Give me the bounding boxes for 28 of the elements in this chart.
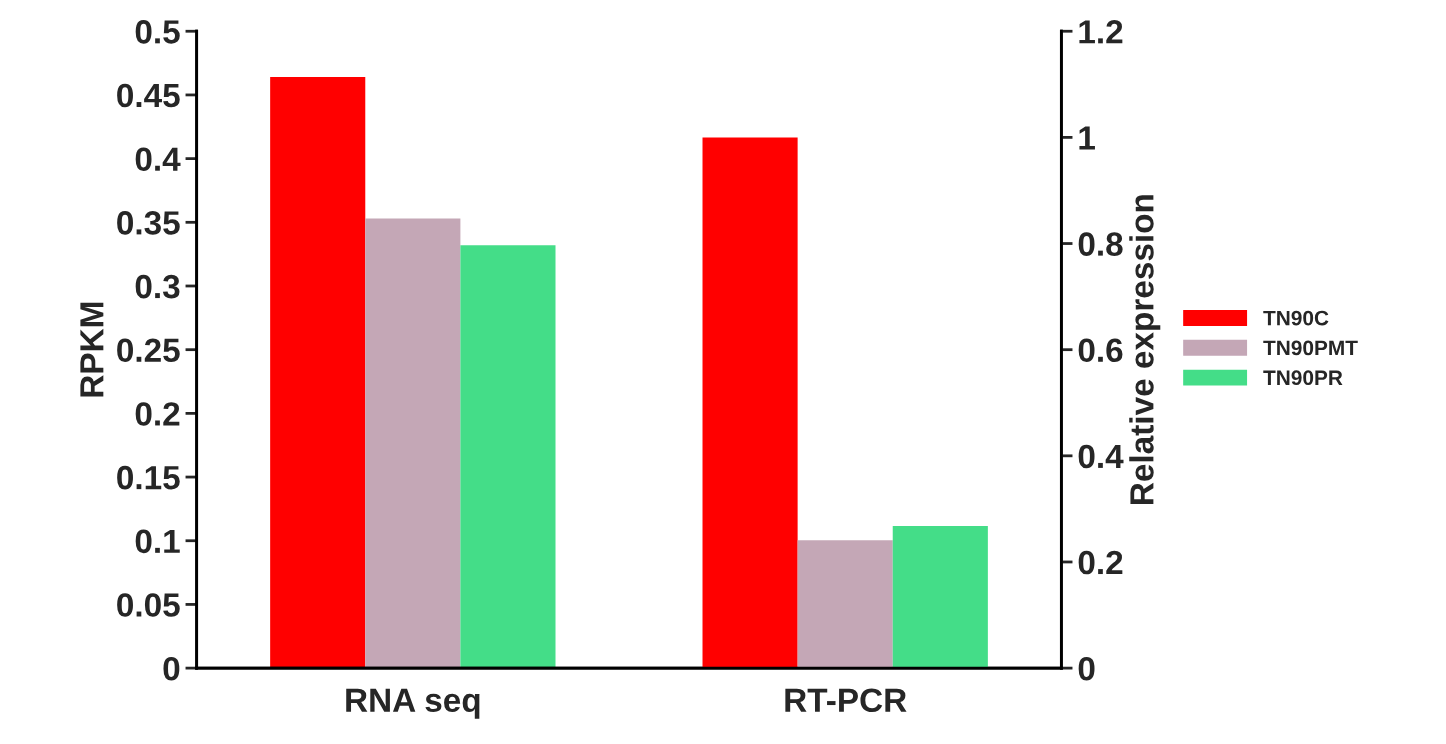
x-tick-label: RT-PCR (785, 688, 907, 713)
y2-tick-label: 0 (1078, 656, 1095, 681)
y-tick-label: 0.25 (117, 338, 180, 363)
y-tick-label: 0.1 (135, 529, 180, 554)
y-axis-title: RPKM (80, 302, 104, 397)
y2-tick-label: 0.4 (1078, 444, 1124, 469)
y2-axis-title: Relative expression (1129, 195, 1161, 504)
legend-label: TN90PR (1263, 370, 1343, 386)
y-tick-label: 0.5 (135, 20, 180, 44)
y-tick-label: 0 (163, 656, 180, 681)
y-tick-label: 0.3 (135, 274, 180, 299)
y-tick-label: 0.15 (117, 465, 180, 490)
y-tick-label: 0.05 (117, 593, 180, 617)
legend-label: TN90PMT (1263, 340, 1358, 356)
y2-tick-label: 0.6 (1078, 338, 1123, 363)
y-tick-label: 0.35 (117, 211, 180, 235)
y-tick-label: 0.45 (117, 83, 180, 108)
bar (365, 218, 461, 669)
y2-tick-label: 1 (1079, 126, 1095, 150)
legend-label: TN90C (1263, 310, 1329, 326)
y2-tick-label: 1.2 (1079, 20, 1123, 44)
y-tick-label: 0.4 (135, 147, 181, 172)
y2-tick-label: 0.2 (1078, 550, 1123, 575)
y-tick-label: 0.2 (135, 402, 180, 426)
bar (270, 77, 366, 669)
y2-tick-label: 0.8 (1078, 232, 1123, 256)
x-tick-label: RNA seq (346, 688, 480, 719)
bar (460, 245, 556, 669)
